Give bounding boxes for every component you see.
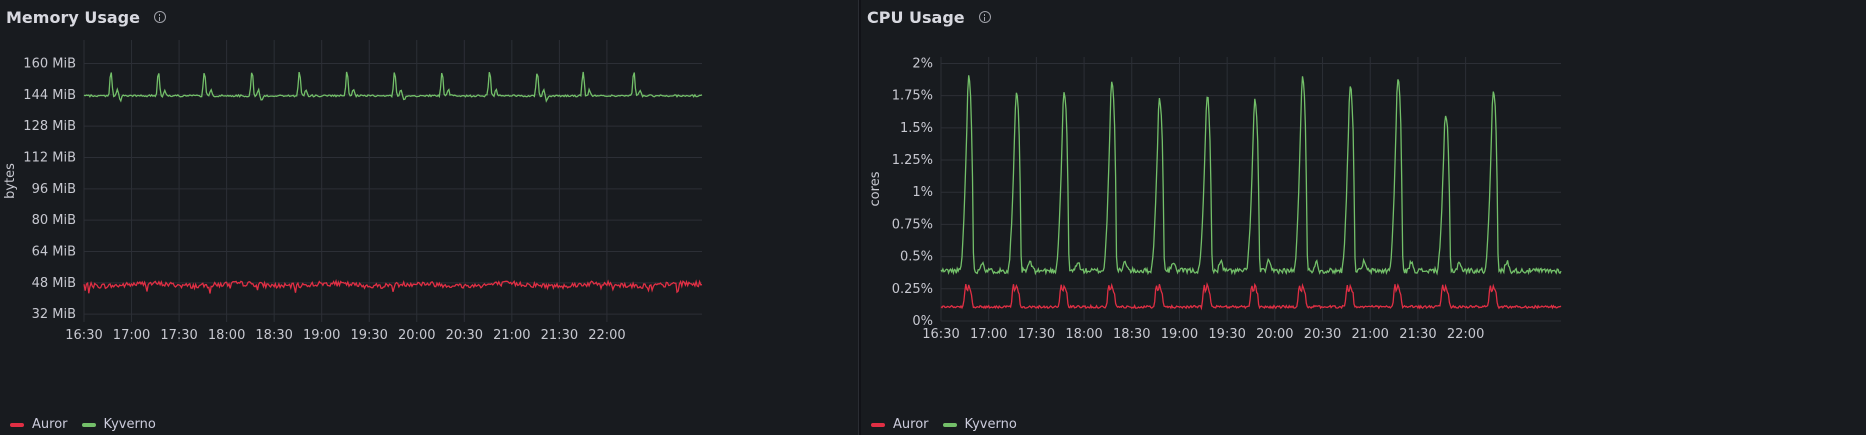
x-tick-label: 20:00 bbox=[1256, 327, 1293, 342]
legend-label: Kyverno bbox=[964, 417, 1017, 432]
memory-chart[interactable]: 32 MiB 48 MiB 64 MiB 80 MiB 96 MiB 112 MiB 128… bbox=[0, 0, 858, 435]
panel-header: Memory Usage bbox=[6, 6, 166, 28]
y-tick-label: 2% bbox=[912, 56, 933, 71]
y-axis-label: bytes bbox=[3, 163, 18, 199]
x-tick-label: 17:00 bbox=[113, 328, 150, 343]
legend-item-kyverno[interactable]: Kyverno bbox=[942, 417, 1017, 432]
x-tick-label: 22:00 bbox=[1447, 327, 1484, 342]
y-tick-label: 112 MiB bbox=[23, 151, 76, 166]
x-tick-label: 19:30 bbox=[1208, 327, 1245, 342]
legend: Auror Kyverno bbox=[10, 417, 170, 432]
legend-swatch bbox=[871, 422, 885, 427]
x-tick-label: 20:30 bbox=[1304, 327, 1341, 342]
y-tick-label: 160 MiB bbox=[23, 57, 76, 72]
legend-item-auror[interactable]: Auror bbox=[10, 417, 68, 432]
legend: Auror Kyverno bbox=[871, 417, 1031, 432]
info-icon[interactable] bbox=[153, 11, 166, 23]
y-tick-label: 144 MiB bbox=[23, 88, 76, 103]
legend-label: Kyverno bbox=[103, 417, 156, 432]
y-tick-label: 48 MiB bbox=[32, 276, 76, 291]
y-tick-label: 0.25% bbox=[892, 282, 933, 297]
legend-label: Auror bbox=[32, 417, 68, 432]
legend-swatch bbox=[10, 422, 24, 427]
y-tick-label: 0% bbox=[912, 314, 933, 329]
legend-label: Auror bbox=[893, 417, 929, 432]
x-tick-label: 16:30 bbox=[922, 327, 959, 342]
series-line-kyverno[interactable] bbox=[940, 75, 1562, 276]
y-tick-label: 1.25% bbox=[892, 153, 933, 168]
x-tick-label: 17:30 bbox=[160, 328, 197, 343]
x-tick-label: 19:00 bbox=[303, 328, 340, 343]
panel-header: CPU Usage bbox=[867, 6, 991, 28]
panel-title[interactable]: CPU Usage bbox=[867, 7, 965, 27]
y-tick-label: 0.5% bbox=[900, 250, 933, 265]
x-tick-label: 17:00 bbox=[970, 327, 1007, 342]
y-tick-label: 80 MiB bbox=[32, 213, 76, 228]
x-tick-label: 21:00 bbox=[493, 328, 530, 343]
legend-swatch bbox=[942, 422, 957, 427]
y-tick-label: 32 MiB bbox=[32, 307, 76, 322]
info-icon[interactable] bbox=[978, 11, 991, 23]
y-tick-label: 0.75% bbox=[892, 217, 933, 232]
x-tick-label: 21:30 bbox=[541, 328, 578, 343]
x-tick-label: 17:30 bbox=[1018, 327, 1055, 342]
x-tick-label: 18:30 bbox=[255, 328, 292, 343]
x-tick-label: 22:00 bbox=[588, 328, 625, 343]
legend-item-auror[interactable]: Auror bbox=[871, 417, 929, 432]
series-line-auror[interactable] bbox=[83, 278, 703, 294]
series-line-auror[interactable] bbox=[940, 281, 1562, 311]
y-tick-label: 1% bbox=[912, 185, 933, 200]
x-tick-label: 21:00 bbox=[1351, 327, 1388, 342]
x-tick-label: 20:00 bbox=[398, 328, 435, 343]
y-tick-label: 1.75% bbox=[892, 89, 933, 104]
cpu-chart[interactable]: 0% 0.25% 0.5% 0.75% 1% 1.25% 1.5% 1.75% 2% 16:30 1… bbox=[861, 0, 1866, 435]
x-tick-label: 19:30 bbox=[350, 328, 387, 343]
y-tick-label: 1.5% bbox=[900, 121, 933, 136]
y-tick-label: 64 MiB bbox=[32, 245, 76, 260]
y-axis-label: cores bbox=[868, 171, 883, 206]
legend-item-kyverno[interactable]: Kyverno bbox=[81, 417, 156, 432]
y-tick-label: 128 MiB bbox=[23, 119, 76, 134]
x-tick-label: 20:30 bbox=[446, 328, 483, 343]
x-tick-label: 18:30 bbox=[1113, 327, 1150, 342]
x-tick-label: 21:30 bbox=[1399, 327, 1436, 342]
y-tick-label: 96 MiB bbox=[32, 182, 76, 197]
legend-swatch bbox=[81, 422, 96, 427]
memory-usage-panel[interactable]: Memory Usage 32 MiB 48 MiB 64 MiB 80 MiB 96 … bbox=[0, 0, 859, 435]
x-tick-label: 18:00 bbox=[208, 328, 245, 343]
cpu-usage-panel[interactable]: CPU Usage 0% 0.25% 0.5% 0.75% 1% 1.25% 1.5% 1.7… bbox=[861, 0, 1866, 435]
panel-title[interactable]: Memory Usage bbox=[6, 7, 140, 27]
x-tick-label: 18:00 bbox=[1065, 327, 1102, 342]
series-line-kyverno[interactable] bbox=[83, 71, 703, 103]
x-tick-label: 19:00 bbox=[1161, 327, 1198, 342]
x-tick-label: 16:30 bbox=[65, 328, 102, 343]
